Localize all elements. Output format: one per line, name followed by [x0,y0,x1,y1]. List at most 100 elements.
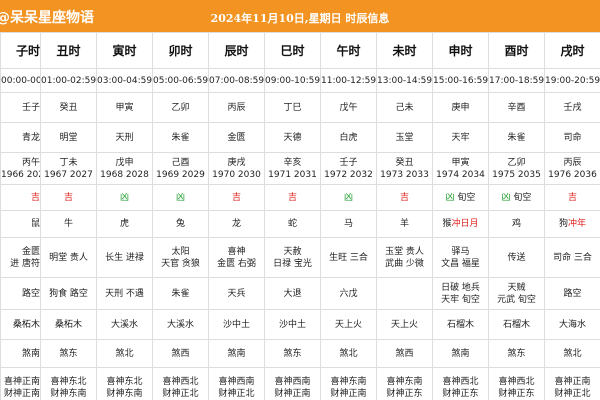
text: 财神正北 [218,388,255,399]
text: 戊午 [339,102,358,113]
text: 01:00-02:59 [41,75,97,86]
cell: 玉堂 [376,122,433,153]
cell: 01:00-02:59 [40,68,97,93]
text: 路空 [21,288,40,299]
text: 甲寅 [115,102,134,113]
cell-line: 财神正北 [154,388,208,400]
cell: 甲寅 [96,92,153,123]
text: 喜神东南 [386,376,423,387]
cell-line: 兔 [154,218,208,230]
cell-line: 庚申 [434,102,488,114]
cell: 吉 [40,184,97,211]
cell-line: 壬戌 [546,102,600,114]
text: 庚申 [451,102,470,113]
cell-line: 玉堂 贵人 [378,246,432,258]
cell: 戊申 1968 2028 [96,152,153,185]
cell-line: 桑柘木 [2,319,40,331]
cell-line: 羊 [378,218,432,230]
text: 1972 2032 [324,169,373,180]
cell: 司命 [544,122,600,153]
text: 喜神东北 [50,376,87,387]
cell-line: 财神正北 [210,388,264,400]
cell: 生旺 三合 [320,237,377,278]
cell [376,277,433,310]
cell-line: 甲寅 [98,102,152,114]
cell-line: 09:00-10:59 [266,75,320,87]
cell: 猴冲日月 [432,210,489,238]
cell: 天兵 [208,277,265,310]
cell-line: 天刑 [98,132,152,144]
column-header: 寅时 [96,32,153,69]
cell-line: 1966 2026 [2,169,40,181]
cell-line: 丙辰 [546,157,600,169]
text: 生旺 三合 [329,252,368,263]
cell-line: 吉 [210,192,264,204]
text: 旬空 [510,192,532,203]
cell-line: 沙中土 [210,319,264,331]
cell-line: 1970 2030 [210,169,264,181]
cell-line: 白虎 [322,132,376,144]
cell: 路空 [544,277,600,310]
text: 鸡 [511,219,521,229]
text: 煞南 [451,348,470,359]
text: 喜神 [227,246,246,257]
text: 天兵 [227,288,246,299]
cell-line: 煞北 [322,348,376,360]
cell: 煞南 [208,339,265,368]
cell-line: 庚戌 [210,157,264,169]
cell: 吉 [544,184,600,211]
cell-line: 财神正南 [266,388,320,400]
brand: @呆呆星座物语 [0,10,94,26]
cell: 喜神东北 财神东南 [96,367,153,400]
text: 煞北 [339,348,358,359]
cell-line: 癸丑 [42,102,96,114]
cell-line: 玉堂 [378,132,432,144]
text: 1970 2030 [212,169,261,180]
cell-line: 1967 2027 [42,169,96,181]
cell-line: 01:00-02:59 [41,75,97,87]
cell-line: 蛇 [266,218,320,230]
cell-line: 进 唐符 [2,258,39,270]
cell: 金匮进 唐符 [0,237,41,278]
text: 石榴木 [502,319,530,330]
cell-line: 1972 2032 [322,169,376,181]
cell-line: 喜神 [210,246,264,258]
cell-line: 朱雀 [154,288,208,300]
text: 沙中土 [222,319,250,330]
text: 乙卯 [507,157,526,168]
text: 吉 [231,192,241,203]
text: 白虎 [339,132,358,143]
cell-line: 财神东南 [42,388,96,400]
text: 狗食 路空 [49,288,88,299]
cell-line: 财神正东 [490,388,544,400]
text: 喜神正南 [554,376,591,387]
cell-line: 日禄 宝光 [266,258,320,270]
cell: 煞北 [544,339,600,368]
text: 长生 进禄 [105,252,144,263]
text: 吉 [287,192,297,203]
cell-line: 长生 进禄 [98,252,152,264]
cell-line: 天兵 [210,288,264,300]
cell-line: 1973 2033 [378,169,432,181]
cell: 狗食 路空 [40,277,97,310]
cell: 喜神东北 财神东南 [40,367,97,400]
text: 煞东 [507,348,526,359]
text: 壬子 [339,157,358,168]
text: 冲年 [568,219,587,229]
row: 路空 狗食 路空 天刑 不遇 朱雀 天兵 大退 六戊 日破 地兵 天牢 旬空 天贼 元武 旬空 路空 [0,277,600,310]
text: 煞北 [115,348,134,359]
text: 日破 地兵 [441,282,480,293]
text: 13:00-14:59 [377,75,433,86]
cell: 11:00-12:59 [320,68,377,93]
cell-line: 1975 2035 [490,169,544,181]
text: 天刑 [115,132,134,143]
cell-line: 丙午 [2,157,40,169]
cell: 日破 地兵 天牢 旬空 [432,277,489,310]
text: 蛇 [287,219,297,229]
cell-line: 壬子 [322,157,376,169]
text: 金匮 右弼 [217,258,256,269]
cell: 朱雀 [152,122,209,153]
cell-line: 喜神东南 [378,376,432,388]
text: 己未 [395,102,414,113]
cell-line: 青龙 [2,132,40,144]
